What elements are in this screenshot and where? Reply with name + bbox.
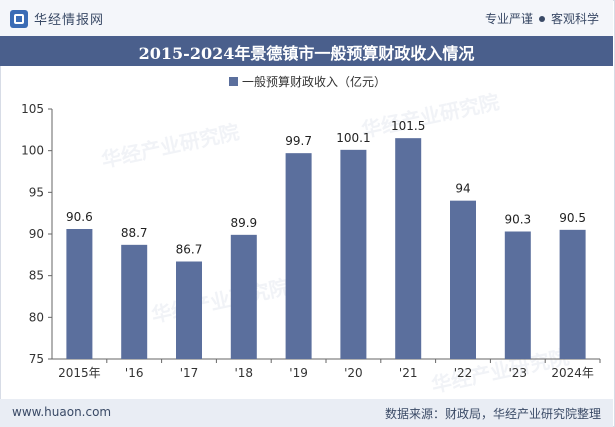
brand: 华经情报网 (10, 9, 104, 28)
bar-value-label: 101.5 (391, 119, 425, 133)
bar-value-label: 90.6 (66, 210, 93, 224)
y-tick-label: 85 (29, 269, 44, 283)
legend: 一般预算财政收入（亿元） (0, 73, 615, 90)
x-tick-label: 2015年 (58, 366, 101, 380)
y-tick-label: 95 (29, 185, 44, 199)
bar (66, 229, 93, 359)
bar-value-label: 89.9 (230, 216, 257, 230)
y-tick-label: 105 (21, 102, 44, 116)
x-tick-label: '17 (180, 366, 199, 380)
top-bar: 华经情报网 专业严谨 客观科学 (0, 0, 613, 36)
bar-value-label: 94 (455, 182, 470, 196)
bar (340, 149, 367, 359)
bullet-icon (538, 15, 545, 22)
bar (504, 231, 531, 359)
chart-title: 2015-2024年景德镇市一般预算财政收入情况 (138, 44, 475, 63)
x-tick-label: 2024年 (551, 366, 594, 380)
y-tick-label: 75 (29, 352, 44, 366)
y-tick-label: 80 (29, 310, 44, 324)
bar (395, 138, 422, 359)
bar-chart: 75 80 85 90 95 100 105 90.6 2015年 88.7 '16 86.7 '17 8… (21, 102, 601, 380)
bar-value-label: 90.5 (559, 211, 586, 225)
bar-value-label: 86.7 (176, 243, 203, 257)
bottom-bar: www.huaon.com 数据来源：财政局，华经产业研究院整理 (0, 399, 613, 427)
x-tick-label: '21 (399, 366, 418, 380)
bar-value-label: 99.7 (285, 134, 312, 148)
slogan-left: 专业严谨 (484, 12, 533, 26)
brand-name: 华经情报网 (34, 13, 105, 28)
legend-label: 一般预算财政收入（亿元） (241, 75, 386, 89)
bar (285, 153, 312, 359)
x-tick-label: '19 (289, 366, 308, 380)
bar-value-label: 100.1 (336, 131, 370, 145)
data-source: 数据来源：财政局，华经产业研究院整理 (384, 407, 601, 421)
y-tick-label: 100 (21, 144, 44, 158)
x-tick-label: '18 (235, 366, 254, 380)
legend-swatch (228, 77, 238, 86)
y-tick-label: 90 (29, 227, 44, 241)
bar (450, 200, 476, 359)
bar (559, 229, 586, 359)
slogan-right: 客观科学 (550, 12, 599, 26)
x-tick-label: '16 (125, 366, 144, 380)
title-bar: 2015-2024年景德镇市一般预算财政收入情况 (0, 36, 613, 66)
x-tick-label: '23 (509, 366, 528, 380)
slogan: 专业严谨 客观科学 (485, 10, 599, 27)
bar-value-label: 90.3 (504, 213, 531, 227)
bar (121, 244, 148, 359)
bar (230, 234, 257, 359)
x-tick-label: '20 (344, 366, 363, 380)
x-tick-label: '22 (454, 366, 473, 380)
site-link[interactable]: www.huaon.com (12, 405, 112, 419)
bar (176, 261, 202, 359)
bar-value-label: 88.7 (121, 226, 148, 240)
logo-icon (10, 9, 28, 28)
